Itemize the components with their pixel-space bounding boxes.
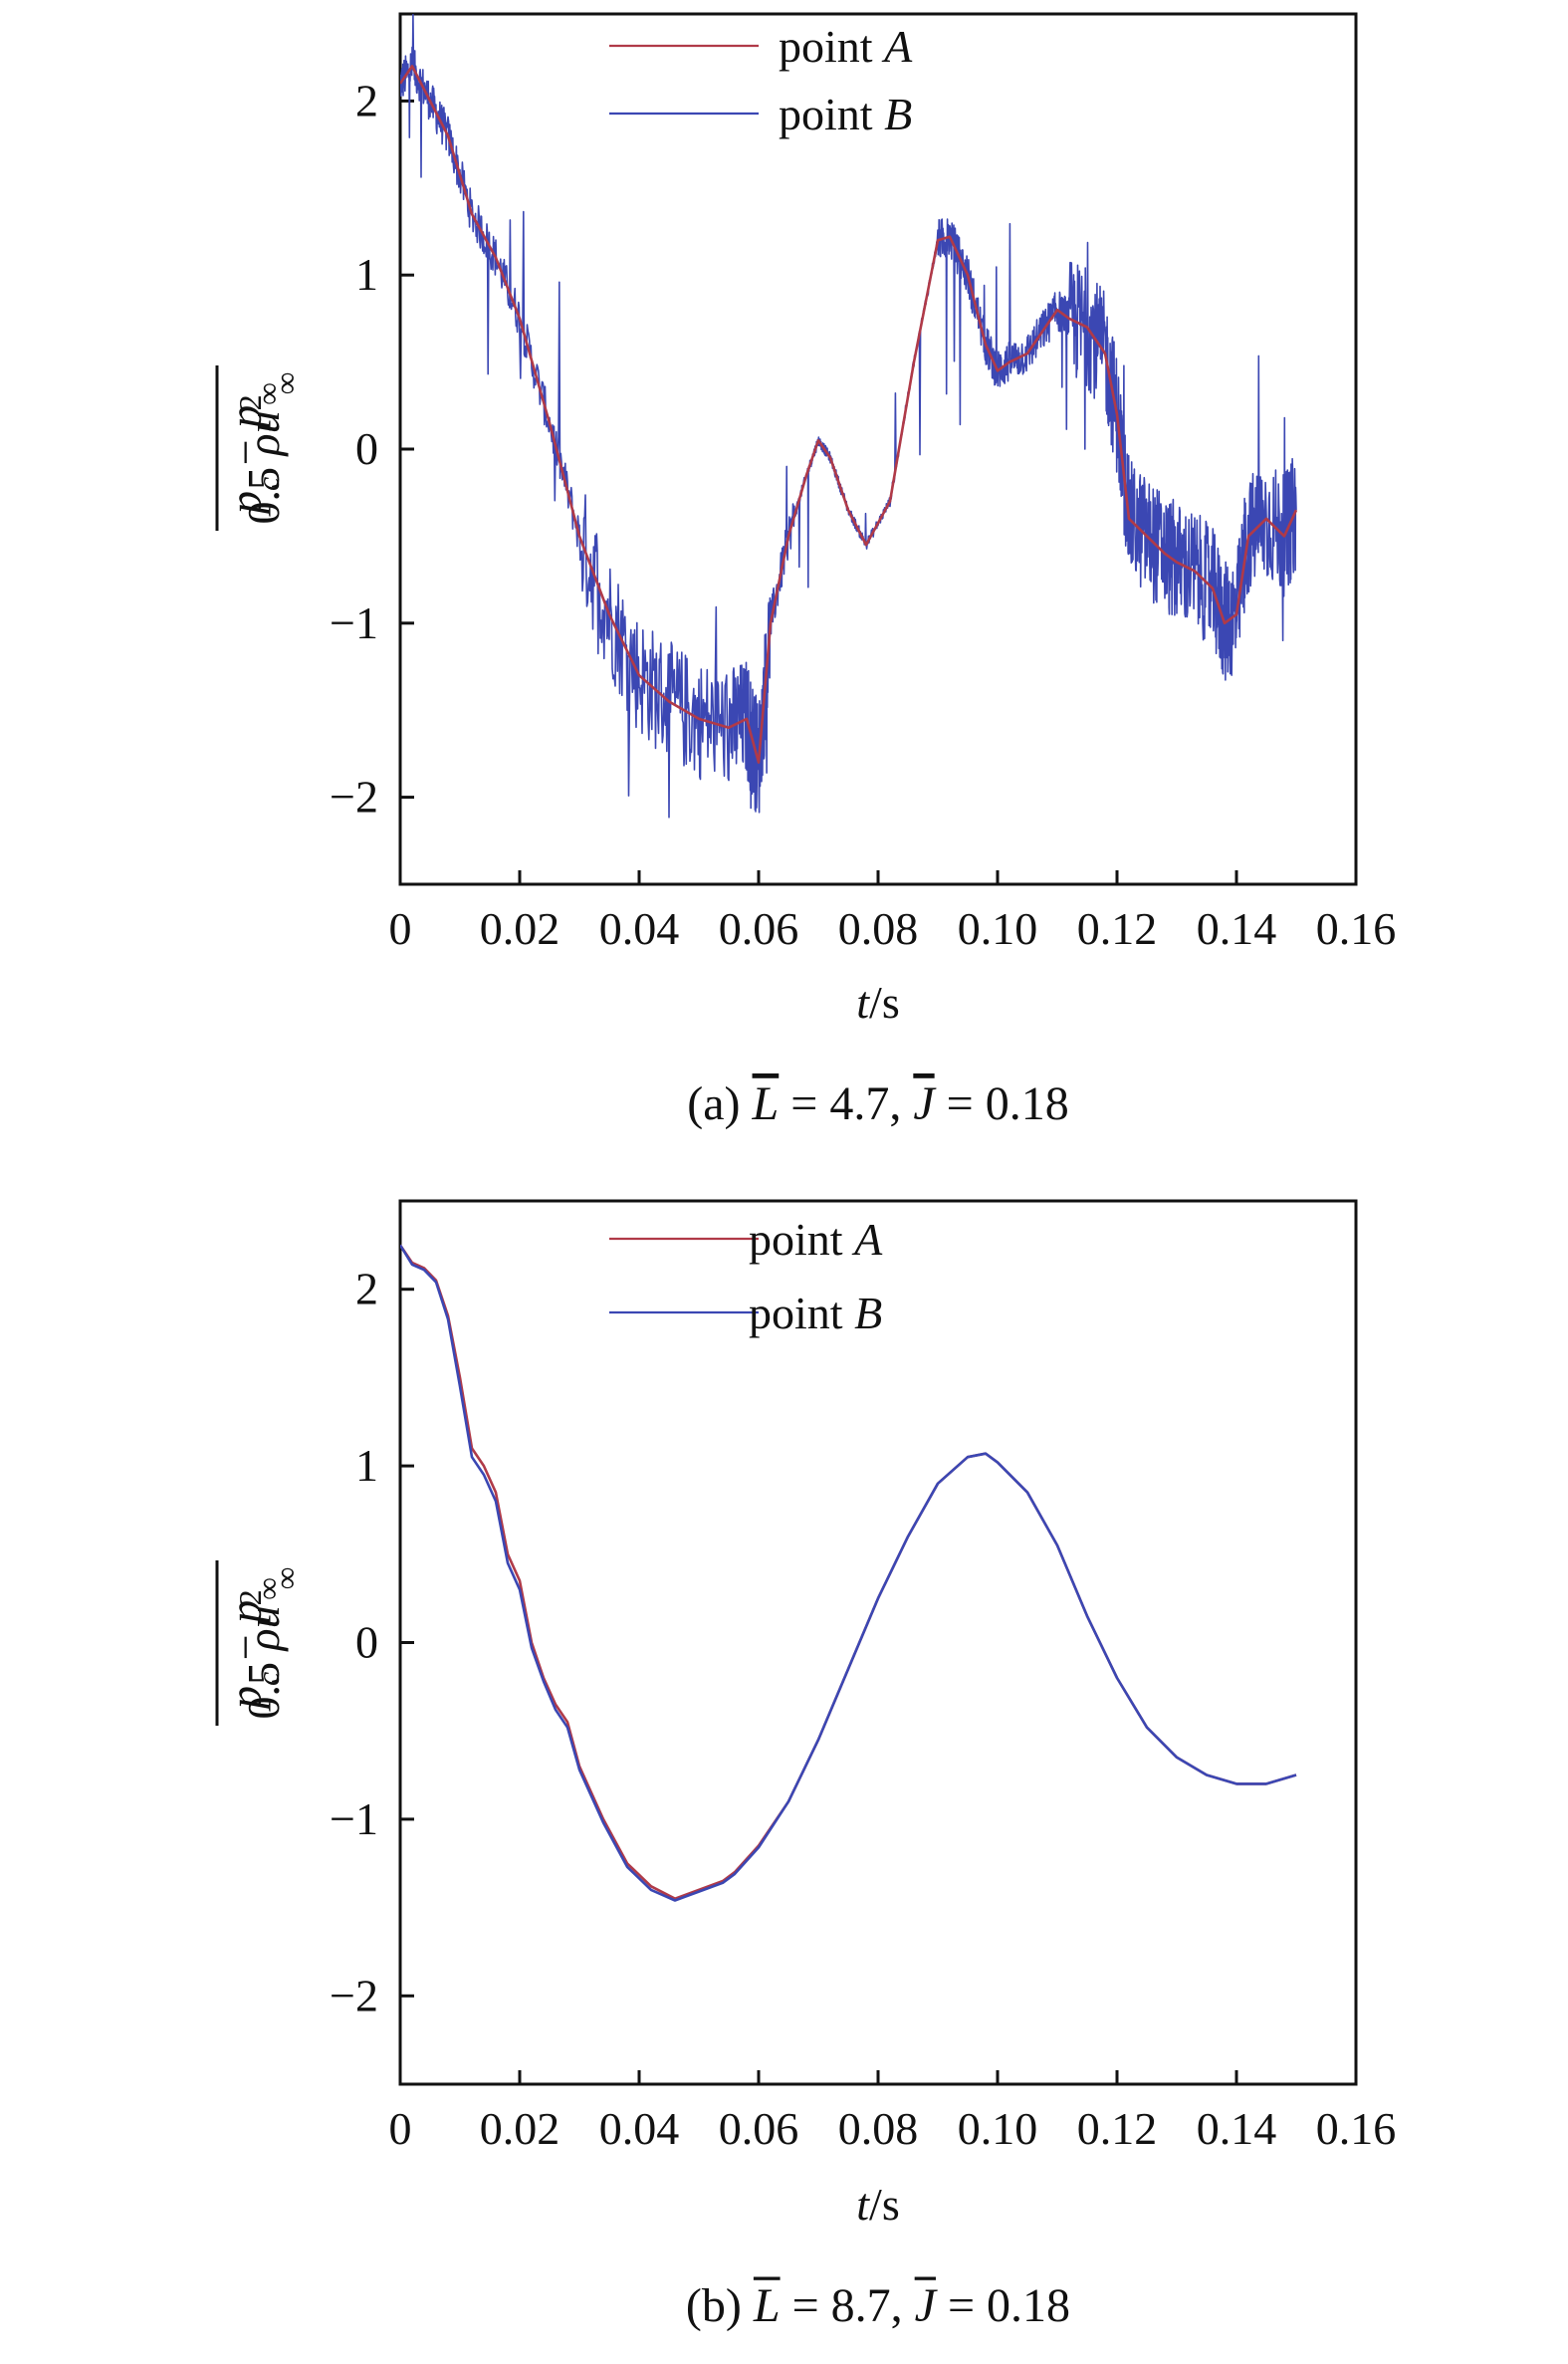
plot-area-a: 0 0.02 0.04 0.06 0.08 0.10 0.12 0.14 0.16 −2 −1 0 1 2…: [330, 12, 1397, 954]
caption-b: (b) L = 8.7, J = 0.18: [686, 2279, 1070, 2332]
chart-panel-b: pc − p∞ 0.5 ρu2∞ 0 0.02 0.04 0.06 0.08 0.10 0.…: [0, 1175, 1568, 2364]
x-tick-label: 0.12: [1077, 903, 1158, 954]
ylabel-den-pre: 0.5: [238, 455, 289, 524]
ylabel-den-rho: ρu: [238, 410, 289, 457]
ylabel-den-sub: ∞: [268, 372, 304, 395]
ylabel-den-sup: 2: [232, 394, 268, 410]
legend-label-point-b: point B: [779, 89, 912, 139]
y-tick-label: 0: [355, 1617, 378, 1668]
svg-text:(b) L = 8.7, J = 0.18: (b) L = 8.7, J = 0.18: [686, 2279, 1070, 2332]
series-line-point-a: [400, 65, 1298, 764]
x-tick-label: 0.12: [1077, 2103, 1158, 2154]
x-tick-label: 0.14: [1197, 903, 1277, 954]
x-tick-label: 0.10: [958, 903, 1038, 954]
y-tick-label: −2: [330, 1970, 378, 2020]
y-tick-label: 1: [355, 1440, 378, 1491]
chart-panel-a: pc − p∞ 0.5 ρu2∞ 0 0.02 0.04 0.06 0.08 0.10 0.…: [0, 0, 1568, 1155]
ylabel-sub1: c: [250, 477, 286, 491]
series-line-point-a: [400, 1244, 1297, 1900]
chart-b-svg: pc − p∞ 0.5 ρu2∞ 0 0.02 0.04 0.06 0.08 0.10 0.…: [215, 1199, 1397, 2332]
x-tick-label: 0: [389, 2103, 412, 2154]
x-tick-label: 0.04: [599, 2103, 680, 2154]
ylabel-p1: p: [220, 491, 271, 517]
y-axis-title: pc − p∞ 0.5 ρu2∞: [215, 365, 304, 531]
caption-a: (a) L = 4.7, J = 0.18: [687, 1077, 1068, 1130]
series-line-point-b: [400, 1244, 1297, 1902]
chart-a-svg: pc − p∞ 0.5 ρu2∞ 0 0.02 0.04 0.06 0.08 0.10 0.…: [215, 12, 1397, 1130]
x-tick-label: 0.08: [838, 903, 919, 954]
x-tick-label: 0.10: [958, 2103, 1038, 2154]
legend-label-point-a: point A: [779, 21, 913, 72]
svg-text:pc − p∞: pc − p∞: [220, 382, 286, 517]
svg-text:0.5 ρu2∞: 0.5 ρu2∞: [232, 372, 304, 525]
x-tick-label: 0: [389, 903, 412, 954]
svg-text:pc − p∞: pc − p∞: [220, 1577, 286, 1712]
x-tick-label: 0.02: [480, 2103, 560, 2154]
x-axis-title: t/s: [856, 2179, 899, 2230]
legend-label-point-b: point B: [749, 1288, 882, 1338]
plot-area-b: 0 0.02 0.04 0.06 0.08 0.10 0.12 0.14 0.16 −2 −1 0 1 2…: [330, 1199, 1397, 2154]
x-tick-label: 0.06: [719, 2103, 799, 2154]
y-tick-label: −1: [330, 1793, 378, 1844]
x-tick-label: 0.06: [719, 903, 799, 954]
y-tick-label: −1: [330, 597, 378, 648]
x-tick-label: 0.04: [599, 903, 680, 954]
svg-text:0.5 ρu2∞: 0.5 ρu2∞: [232, 1567, 304, 1720]
legend-label-point-a: point A: [749, 1214, 883, 1265]
x-tick-label: 0.16: [1316, 2103, 1397, 2154]
x-tick-label: 0.14: [1197, 2103, 1277, 2154]
y-tick-label: 0: [355, 423, 378, 474]
ylabel-minus: −: [220, 428, 271, 477]
x-tick-label: 0.16: [1316, 903, 1397, 954]
y-tick-label: 1: [355, 249, 378, 300]
x-tick-label: 0.02: [480, 903, 560, 954]
y-tick-label: 2: [355, 75, 378, 125]
x-tick-label: 0.08: [838, 2103, 919, 2154]
x-axis-title: t/s: [856, 977, 899, 1028]
y-tick-label: −2: [330, 772, 378, 823]
ylabel-sub2: ∞: [250, 382, 286, 405]
y-axis-title: pc − p∞ 0.5 ρu2∞: [215, 1560, 304, 1726]
svg-text:(a) L = 4.7, J = 0.18: (a) L = 4.7, J = 0.18: [687, 1077, 1068, 1130]
ylabel-p2: p: [220, 405, 271, 431]
plot-frame: [398, 12, 1358, 886]
y-tick-label: 2: [355, 1264, 378, 1314]
